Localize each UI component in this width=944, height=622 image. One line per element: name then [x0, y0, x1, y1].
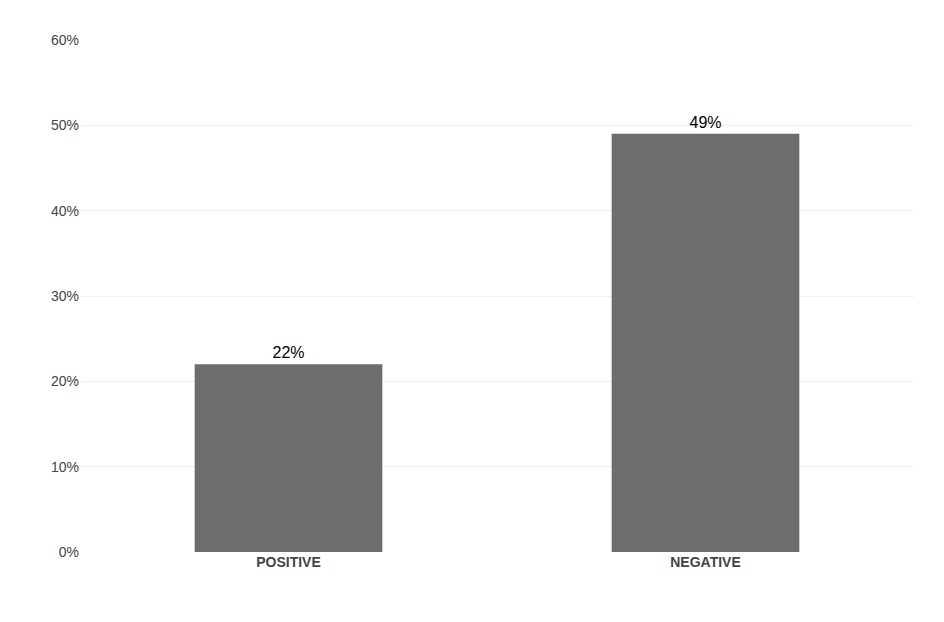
svg-text:30%: 30% [51, 288, 79, 304]
svg-text:50%: 50% [51, 117, 79, 133]
svg-text:POSITIVE: POSITIVE [256, 554, 321, 570]
svg-text:NEGATIVE: NEGATIVE [670, 554, 741, 570]
svg-text:20%: 20% [51, 373, 79, 389]
svg-text:60%: 60% [51, 32, 79, 48]
svg-text:10%: 10% [51, 459, 79, 475]
svg-text:49%: 49% [689, 114, 721, 131]
svg-text:0%: 0% [59, 544, 79, 560]
svg-text:40%: 40% [51, 203, 79, 219]
svg-text:22%: 22% [272, 344, 304, 361]
